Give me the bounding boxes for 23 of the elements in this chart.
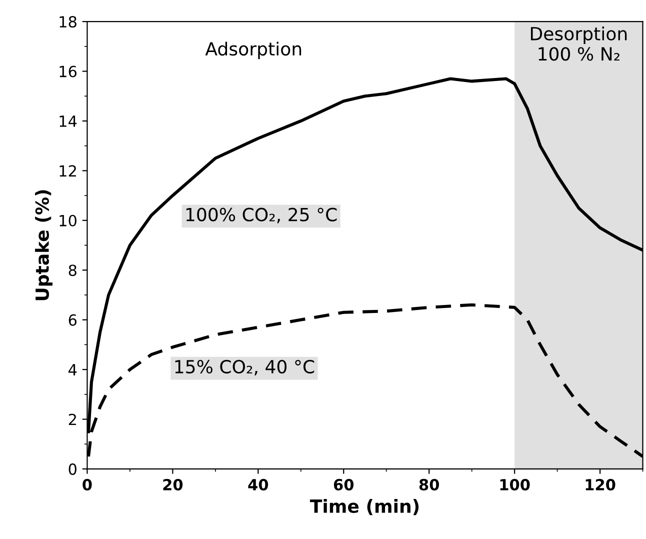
- x-tick-label: 40: [248, 478, 268, 490]
- annotation: 15% CO₂, 40 °C: [175, 360, 314, 376]
- y-tick-label: 16: [60, 66, 77, 78]
- x-tick-label: 80: [419, 478, 439, 490]
- y-tick-label: 2: [68, 414, 76, 426]
- x-tick-label: 120: [586, 478, 616, 490]
- x-tick-label: 100: [500, 478, 530, 490]
- annotation: Adsorption: [205, 42, 302, 60]
- y-tick-label: 12: [60, 165, 76, 176]
- y-tick-label: 18: [60, 16, 76, 28]
- y-tick-label: 14: [60, 116, 77, 127]
- x-tick-label: 0: [82, 478, 92, 490]
- x-axis-title: Time (min): [310, 498, 419, 516]
- y-tick-label: 10: [60, 214, 76, 226]
- y-tick-label: 4: [68, 364, 77, 376]
- y-axis-title: Uptake (%): [35, 190, 52, 300]
- y-tick-label: 8: [68, 264, 76, 276]
- x-tick-label: 20: [163, 478, 183, 490]
- annotation: 100% CO₂, 25 °C: [186, 208, 337, 224]
- band-label: Desorption 100 % N₂: [530, 26, 627, 61]
- x-tick-label: 60: [334, 478, 354, 490]
- y-tick-label: 0: [68, 463, 76, 475]
- y-tick-label: 6: [68, 314, 77, 326]
